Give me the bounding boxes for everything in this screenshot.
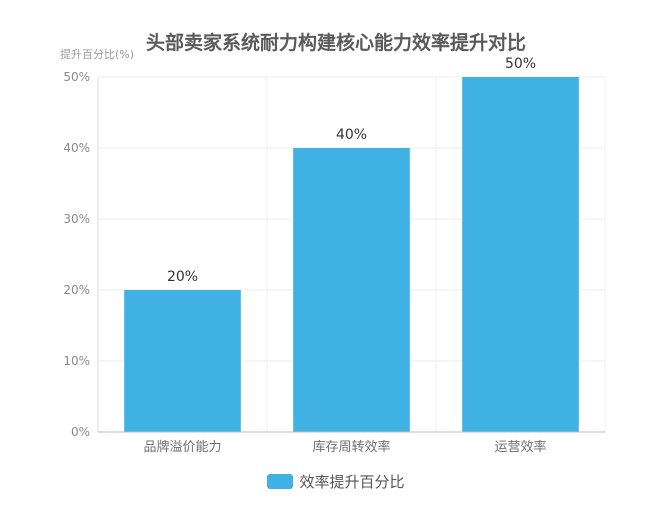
y-axis-title: 提升百分比(%) bbox=[60, 48, 135, 61]
y-tick-label: 30% bbox=[63, 212, 90, 226]
y-tick-label: 20% bbox=[63, 283, 90, 297]
x-tick-label: 运营效率 bbox=[494, 439, 546, 455]
x-tick-label: 品牌溢价能力 bbox=[143, 439, 221, 455]
legend-item[interactable]: 效率提升百分比 bbox=[267, 471, 405, 492]
data-label: 20% bbox=[167, 269, 198, 285]
chart-title: 头部卖家系统耐力构建核心能力效率提升对比 bbox=[145, 32, 526, 54]
legend-label: 效率提升百分比 bbox=[299, 473, 405, 491]
data-label: 50% bbox=[505, 56, 536, 72]
y-tick-label: 50% bbox=[63, 70, 90, 84]
bar bbox=[124, 290, 241, 432]
y-tick-label: 10% bbox=[63, 354, 90, 368]
data-label: 40% bbox=[336, 127, 367, 143]
legend-swatch bbox=[267, 474, 294, 489]
y-tick-label: 0% bbox=[71, 425, 90, 439]
axes bbox=[97, 77, 605, 433]
bar bbox=[462, 77, 579, 432]
legend: 效率提升百分比 bbox=[0, 471, 672, 492]
labels: 0% 10% 20% 30% 40% 50% 20% 品牌溢价能力 40% 库存周转效率 50% 运营… bbox=[63, 56, 546, 455]
bar bbox=[293, 148, 410, 432]
x-tick-label: 库存周转效率 bbox=[312, 439, 390, 455]
bars bbox=[124, 77, 579, 432]
y-tick-label: 40% bbox=[63, 141, 90, 155]
